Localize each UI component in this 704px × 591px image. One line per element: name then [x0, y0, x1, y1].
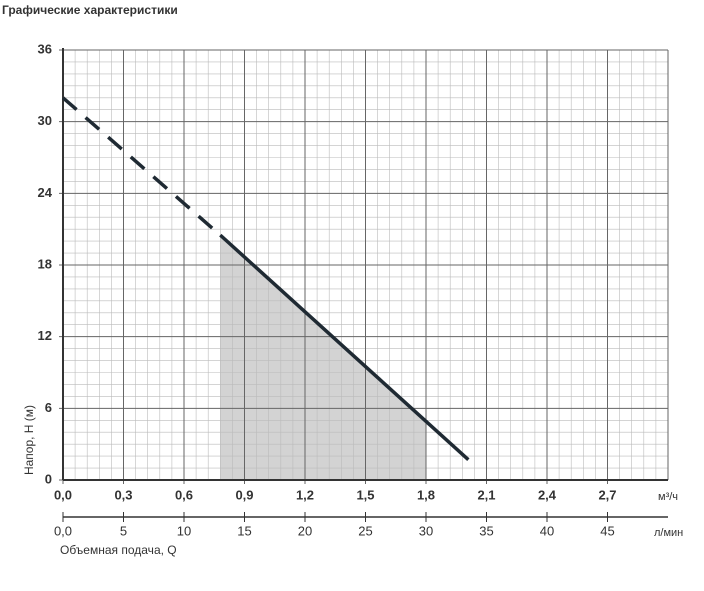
curve [61, 96, 222, 237]
x2-tick-label: 45 [600, 523, 614, 538]
y-tick-label: 24 [38, 185, 53, 200]
x-tick-label: 2,7 [598, 487, 616, 502]
y-tick-label: 18 [38, 256, 52, 271]
y-tick-label: 6 [45, 400, 52, 415]
x2-tick-label: 20 [298, 523, 312, 538]
x2-tick-label: 5 [120, 523, 127, 538]
x2-tick-label: 10 [177, 523, 191, 538]
y-tick-label: 36 [38, 41, 52, 56]
x-tick-label: 2,4 [538, 487, 557, 502]
x-tick-label: 0,6 [175, 487, 193, 502]
x-tick-label: 1,8 [417, 487, 435, 502]
x2-tick-label: 30 [419, 523, 433, 538]
operating-area [220, 235, 426, 480]
curve [219, 233, 470, 461]
x-tick-label: 0,0 [54, 487, 72, 502]
y-axis-label: Напор, H (м) [22, 405, 36, 475]
x2-unit: л/мин [654, 527, 683, 539]
x2-tick-label: 0,0 [54, 523, 72, 538]
x-axis-label: Объемная подача, Q [60, 543, 177, 557]
y-tick-label: 0 [45, 471, 52, 486]
x-tick-label: 1,5 [356, 487, 374, 502]
y-tick-label: 30 [38, 113, 52, 128]
x-tick-label: 0,3 [114, 487, 132, 502]
x2-tick-label: 40 [540, 523, 554, 538]
x2-tick-label: 35 [479, 523, 493, 538]
x-tick-label: 0,9 [235, 487, 253, 502]
x-tick-label: 2,1 [477, 487, 495, 502]
x2-tick-label: 25 [358, 523, 372, 538]
x2-tick-label: 15 [237, 523, 251, 538]
y-tick-label: 12 [38, 328, 52, 343]
x-unit: м³/ч [658, 491, 678, 503]
chart-title: Графические характеристики [2, 3, 178, 17]
x-tick-label: 1,2 [296, 487, 314, 502]
